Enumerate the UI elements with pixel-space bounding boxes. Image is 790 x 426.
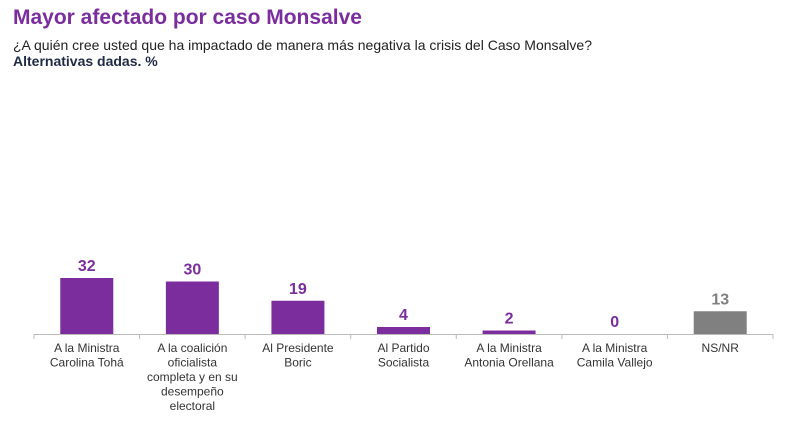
category-label: A la Ministra Camila Vallejo — [577, 341, 653, 370]
data-label: 2 — [505, 311, 514, 328]
data-label: 19 — [289, 281, 307, 298]
data-label: 30 — [183, 262, 201, 279]
chart-title: Mayor afectado por caso Monsalve — [13, 6, 362, 29]
category-label: Al Partido Socialista — [377, 341, 429, 370]
data-label: 32 — [78, 258, 96, 275]
category-label: A la Ministra Carolina Tohá — [50, 341, 124, 370]
category-label: A la Ministra Antonia Orellana — [464, 341, 554, 370]
bar — [482, 330, 536, 334]
data-label: 13 — [711, 291, 729, 308]
bar — [271, 300, 325, 334]
category-label: NS/NR — [702, 341, 740, 355]
bar — [377, 327, 430, 334]
data-label: 0 — [610, 314, 619, 331]
chart-note: Alternativas dadas. % — [13, 53, 158, 69]
bar — [693, 311, 747, 334]
bar — [60, 278, 114, 334]
category-label: A la coalición oficialista completa y en s… — [147, 341, 238, 413]
bar — [165, 281, 219, 334]
chart-subtitle: ¿A quién cree usted que ha impactado de … — [13, 37, 592, 53]
category-label: Al Presidente Boric — [262, 341, 334, 370]
data-label: 4 — [399, 307, 408, 324]
